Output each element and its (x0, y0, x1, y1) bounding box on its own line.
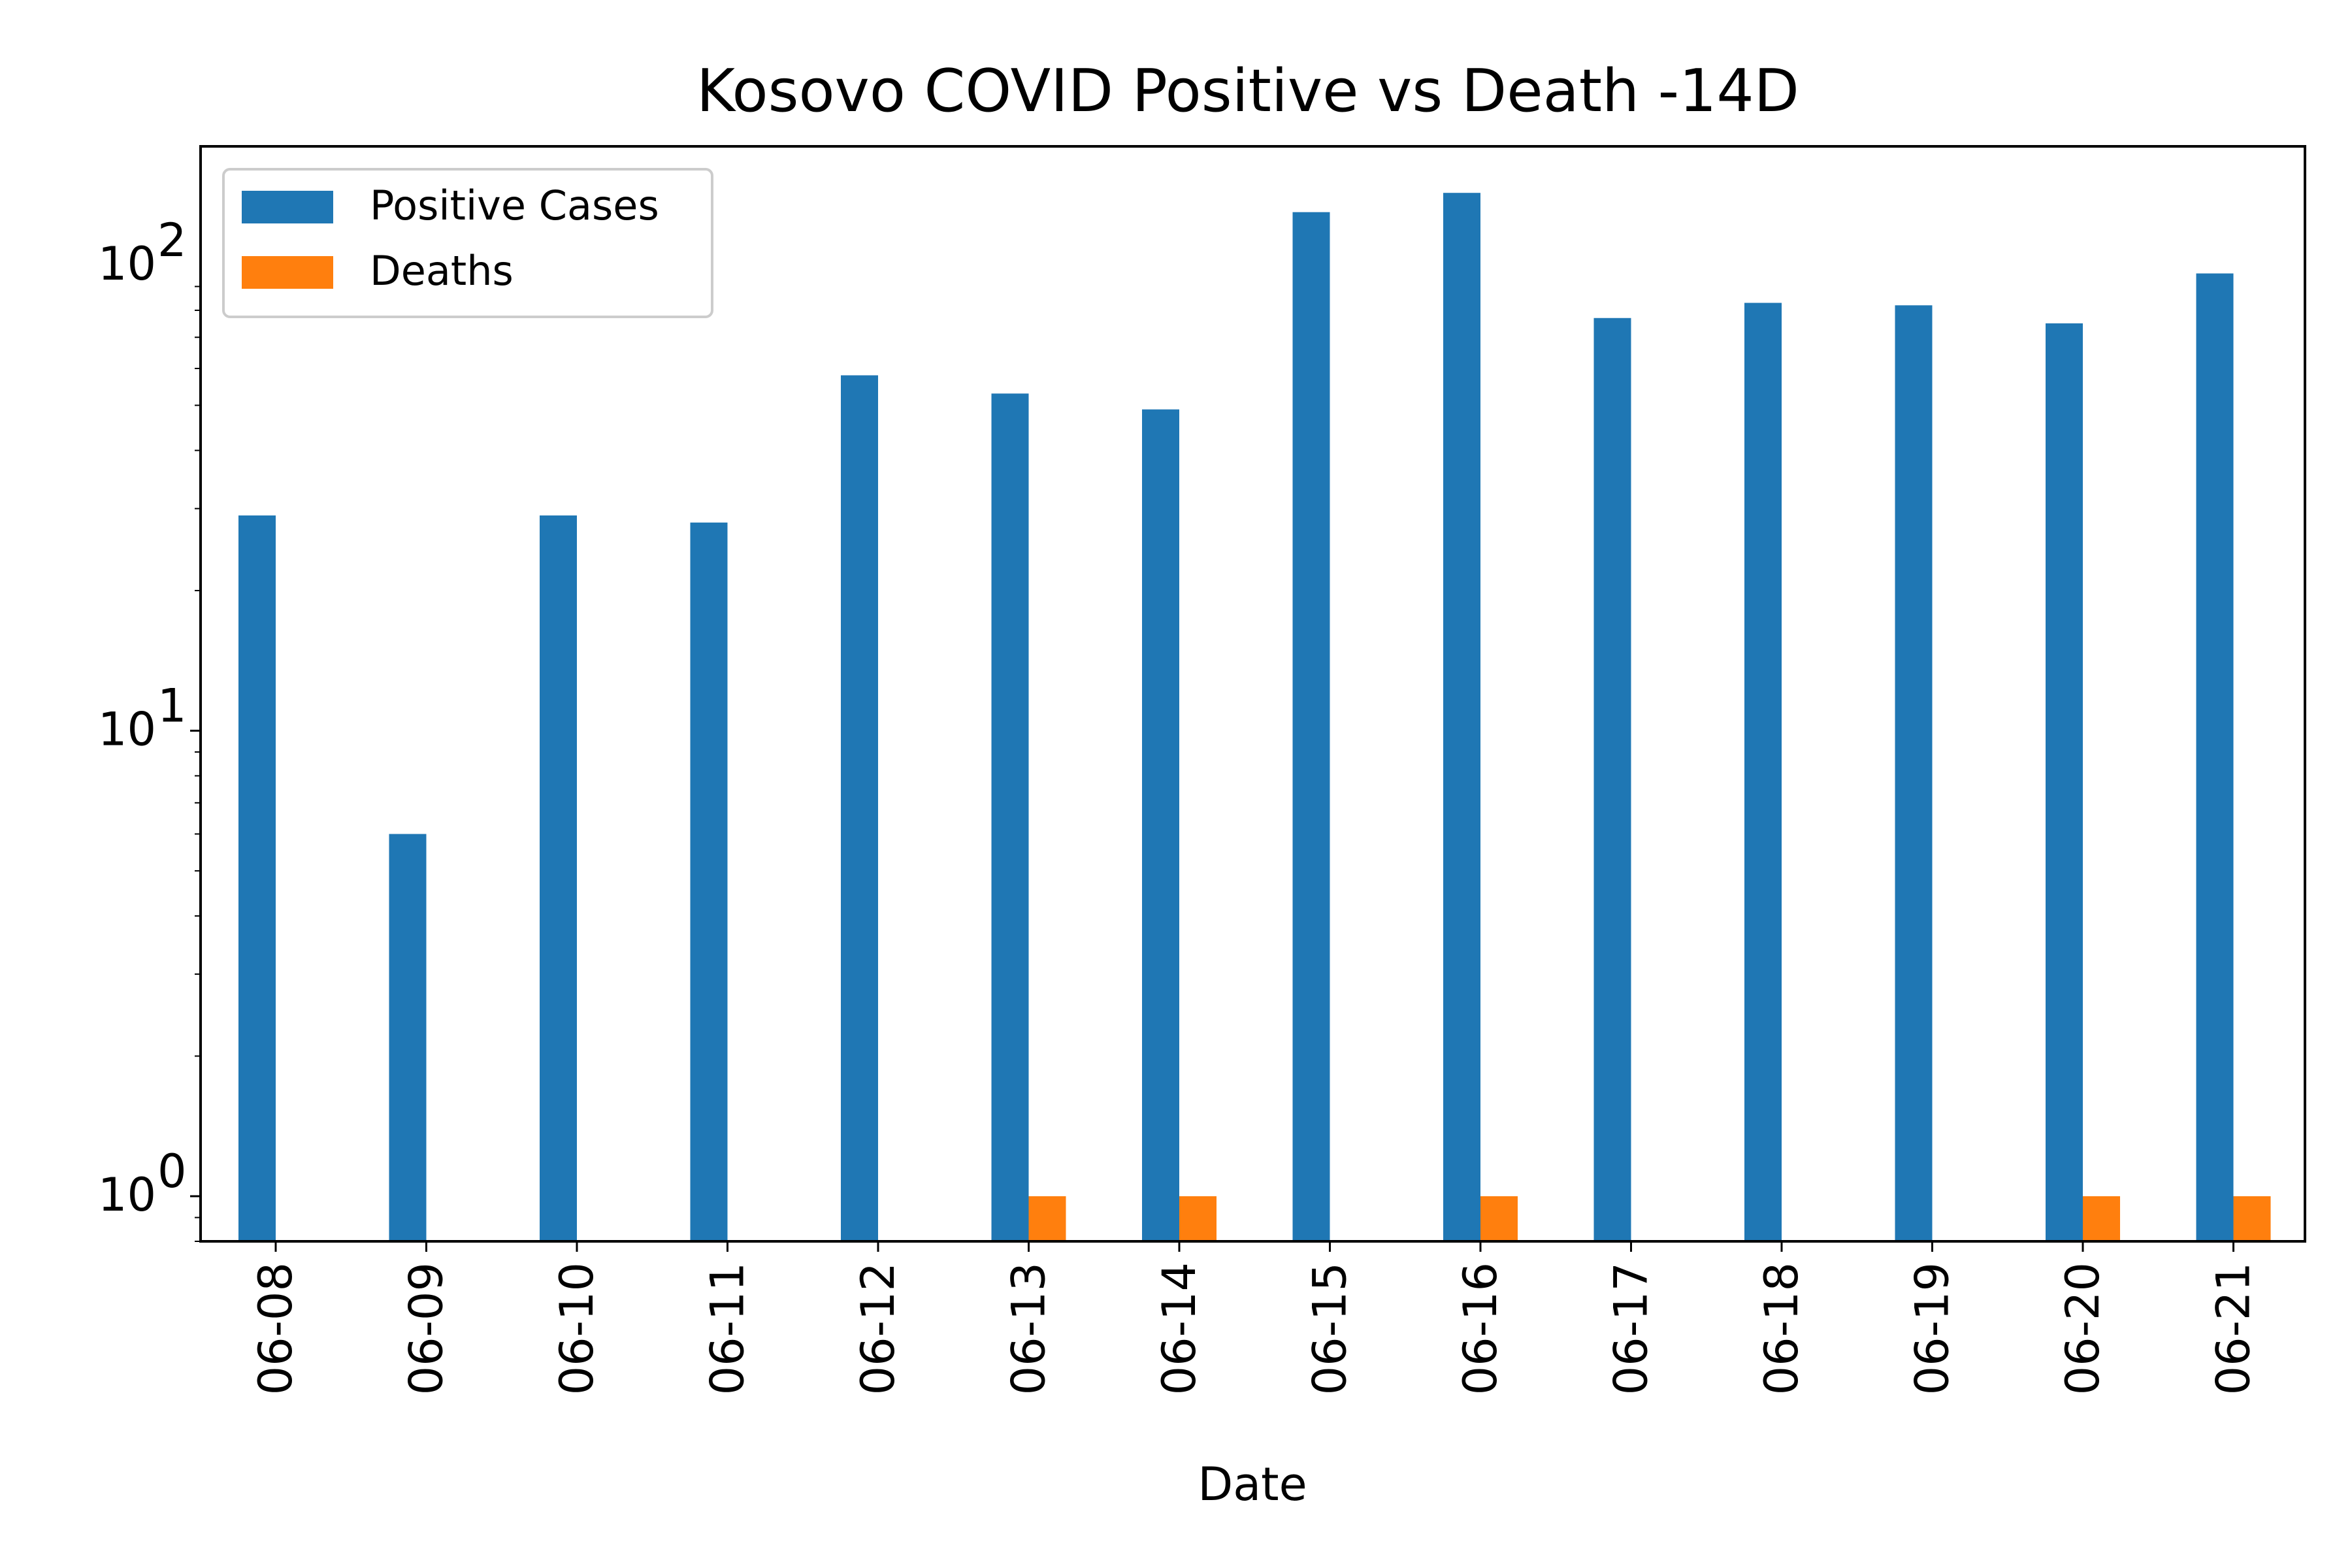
bar-positive-cases-06-14 (1142, 409, 1179, 1241)
x-tick-label: 06-16 (1454, 1262, 1507, 1395)
bar-positive-cases-06-18 (1744, 302, 1782, 1241)
y-tick-label: 10 (98, 237, 156, 291)
bar-positive-cases-06-20 (2046, 323, 2083, 1241)
legend-label: Positive Cases (370, 182, 659, 229)
bar-positive-cases-06-17 (1593, 318, 1631, 1242)
x-tick-label: 06-14 (1152, 1262, 1206, 1395)
y-tick-label-base: 10 (98, 237, 156, 291)
legend-box (222, 168, 713, 318)
legend-swatch (242, 191, 333, 223)
bar-positive-cases-06-19 (1895, 305, 1933, 1241)
chart-title: Kosovo COVID Positive vs Death -14D (696, 57, 1799, 125)
y-tick-label-exponent: 2 (157, 214, 187, 267)
x-tick-label: 06-08 (249, 1262, 302, 1395)
x-tick-label: 06-17 (1605, 1262, 1658, 1395)
x-tick-label: 06-11 (701, 1262, 755, 1395)
bar-positive-cases-06-21 (2196, 273, 2234, 1242)
y-tick-label: 10 (98, 702, 156, 756)
bar-deaths-06-21 (2233, 1196, 2271, 1241)
x-tick-label: 06-21 (2207, 1262, 2261, 1395)
x-tick-label: 06-13 (1002, 1262, 1056, 1395)
x-tick-label: 06-20 (2056, 1262, 2110, 1395)
x-axis-label: Date (1198, 1458, 1307, 1511)
y-tick-label-base: 10 (98, 702, 156, 756)
bar-positive-cases-06-11 (690, 522, 728, 1241)
bar-deaths-06-14 (1179, 1196, 1217, 1241)
legend-label: Deaths (370, 247, 514, 295)
bar-deaths-06-16 (1480, 1196, 1518, 1241)
bar-deaths-06-13 (1028, 1196, 1066, 1241)
bar-positive-cases-06-12 (841, 375, 878, 1241)
x-tick-label: 06-09 (400, 1262, 453, 1395)
bar-positive-cases-06-16 (1443, 193, 1480, 1241)
bars-layer (238, 193, 2271, 1242)
x-tick-label: 06-18 (1755, 1262, 1808, 1395)
legend: Positive Cases Deaths (222, 168, 713, 318)
plot-area-frame (199, 145, 2306, 1243)
bar-positive-cases-06-10 (540, 515, 577, 1241)
y-tick-label-exponent: 0 (157, 1145, 187, 1198)
x-tick-label: 06-19 (1906, 1262, 1959, 1395)
x-tick-label: 06-12 (851, 1262, 905, 1395)
bar-positive-cases-06-09 (389, 834, 427, 1241)
bar-deaths-06-20 (2083, 1196, 2120, 1241)
y-tick-label: 10 (98, 1168, 156, 1222)
legend-swatch (242, 256, 333, 289)
bar-positive-cases-06-13 (991, 393, 1029, 1242)
y-tick-label-exponent: 1 (157, 679, 187, 732)
bar-positive-cases-06-08 (238, 515, 276, 1241)
y-tick-label-base: 10 (98, 1168, 156, 1222)
x-tick-label: 06-15 (1303, 1262, 1357, 1395)
x-axis: 06-08 06-09 06-10 06-11 06-12 06-13 06-14 06-15… (249, 1241, 2261, 1395)
x-tick-label: 06-10 (550, 1262, 604, 1395)
bar-positive-cases-06-15 (1292, 212, 1330, 1242)
